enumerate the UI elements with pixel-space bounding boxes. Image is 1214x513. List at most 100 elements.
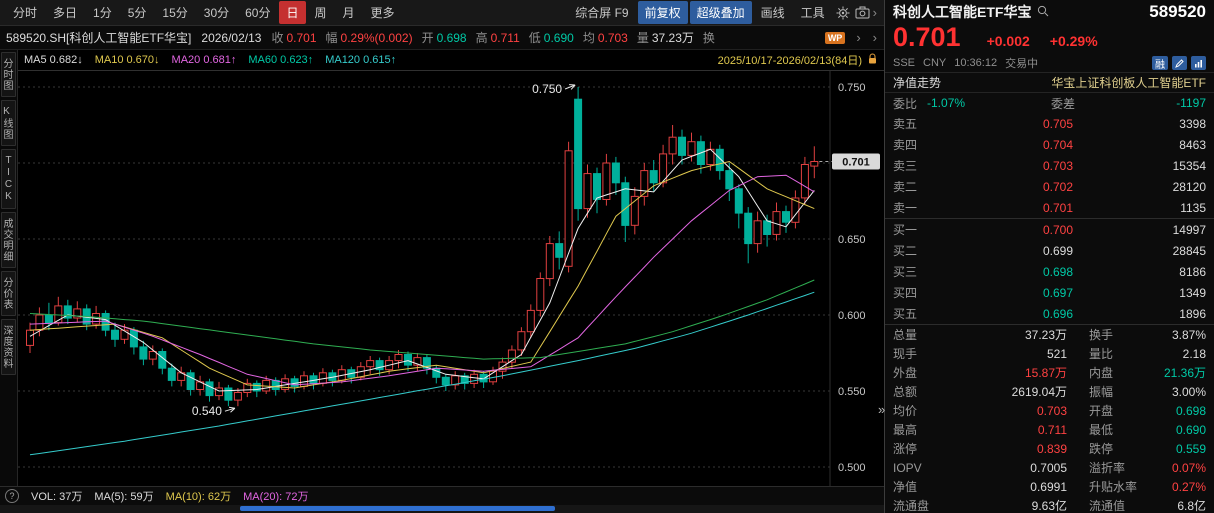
ma-value-MA60: MA60 0.623↑ (248, 54, 314, 66)
svg-text:0.750: 0.750 (532, 82, 562, 96)
last-price: 0.701 (893, 22, 961, 52)
wp-badge[interactable]: WP (824, 31, 846, 44)
kline-chart-area[interactable]: 0.750 0.650 0.600 0.550 0.500 0.701 0.750 0.540 (18, 70, 884, 487)
svg-text:0.600: 0.600 (838, 310, 866, 322)
horizontal-scrollbar[interactable] (0, 505, 884, 513)
help-icon[interactable]: ? (5, 489, 19, 503)
weibi-value: -1.07% (927, 96, 966, 110)
bid-row[interactable]: 买五 0.696 1896 (893, 306, 1206, 322)
volume-values: VOL: 37万 MA(5): 59万 MA(10): 62万 MA(20): 72万 (31, 488, 309, 504)
field-幅: 幅 0.29%(0.002) (325, 31, 413, 45)
tool-button[interactable]: 工具 (800, 6, 825, 20)
bid-row[interactable]: 买三 0.698 8186 (893, 264, 1206, 280)
svg-text:0.540: 0.540 (192, 404, 222, 418)
edit-icon[interactable] (1172, 56, 1187, 70)
period-tab-多日[interactable]: 多日 (53, 6, 78, 20)
period-tab-1分[interactable]: 1分 (93, 6, 112, 20)
period-tab-日[interactable]: 日 (279, 1, 306, 24)
tool-button[interactable]: 超级叠加 (689, 1, 752, 24)
gear-icon[interactable] (834, 5, 852, 21)
stats-row: 流通盘 9.63亿 流通值 6.8亿 (893, 499, 1206, 513)
status-icons: 融 (1152, 56, 1206, 71)
period-tab-15分[interactable]: 15分 (162, 6, 188, 20)
sidebar-tab-TICK[interactable]: TICK (1, 149, 16, 209)
tool-button[interactable]: 前复权 (637, 1, 688, 24)
vol-value: VOL: 37万 (31, 491, 83, 503)
info-chevron-icon[interactable]: › (856, 30, 861, 45)
panel-expander[interactable]: » (878, 402, 886, 417)
bid-row[interactable]: 买四 0.697 1349 (893, 285, 1206, 301)
price-change-pct: +0.29% (1049, 33, 1098, 49)
ma-value-MA120: MA120 0.615↑ (325, 54, 397, 66)
sidebar-tab-深度资料[interactable]: 深度资料 (1, 319, 16, 375)
field-开: 开 0.698 (421, 31, 467, 45)
nav-label: 净值走势 (893, 76, 942, 90)
sidebar-tab-成交明细[interactable]: 成交明细 (1, 212, 16, 268)
svg-text:0.750: 0.750 (838, 82, 866, 94)
search-icon[interactable] (1037, 5, 1049, 20)
date-range: 2025/10/17-2026/02/13(84日) (718, 52, 878, 68)
weibi-row: 委比 -1.07% 委差 -1197 (885, 93, 1214, 113)
field-均: 均 0.703 (582, 31, 628, 45)
chart-bars-icon[interactable] (1191, 56, 1206, 70)
ohlc-fields: 收 0.701 幅 0.29%(0.002) 开 0.698 高 0.711 低 0.690 均 0.… (271, 29, 717, 46)
currency-label: CNY (923, 57, 947, 69)
ma-line-MA5 (29, 148, 815, 392)
field-换: 换 (702, 31, 715, 45)
period-tab-60分[interactable]: 60分 (245, 6, 271, 20)
volume-indicator-bar: ? VOL: 37万 MA(5): 59万 MA(10): 62万 MA(20): 7… (0, 486, 884, 505)
stats-row: 现手 521 量比 2.18 (893, 346, 1206, 362)
period-tab-5分[interactable]: 5分 (127, 6, 147, 20)
ask-row[interactable]: 卖一 0.701 1135 (893, 200, 1206, 216)
svg-text:0.550: 0.550 (838, 386, 866, 398)
ask-row[interactable]: 卖三 0.703 15354 (893, 158, 1206, 174)
market-status-row: SSE CNY 10:36:12 交易中 融 (885, 54, 1214, 72)
field-收: 收 0.701 (271, 31, 317, 45)
sidebar-tab-分价表[interactable]: 分价表 (1, 271, 16, 316)
exchange-label: SSE (893, 57, 916, 69)
field-高: 高 0.711 (475, 31, 520, 45)
margin-badge[interactable]: 融 (1152, 56, 1168, 71)
kline-chart[interactable]: 0.750 0.650 0.600 0.550 0.500 0.701 0.750 0.540 (18, 71, 884, 487)
sidebar-tab-分时图[interactable]: 分时图 (1, 52, 16, 97)
period-tab-更多[interactable]: 更多 (370, 6, 395, 20)
ask-row[interactable]: 卖四 0.704 8463 (893, 137, 1206, 153)
stats-row: 外盘 15.87万 内盘 21.36万 (893, 366, 1206, 380)
weicha-label: 委差 (1051, 96, 1076, 111)
info-chevron-icon-2[interactable]: › (872, 30, 877, 45)
ask-row[interactable]: 卖五 0.705 3398 (893, 116, 1206, 132)
time-label: 10:36:12 (954, 57, 998, 69)
price-change: +0.002 (986, 33, 1030, 49)
stock-code: 589520 (1149, 2, 1206, 21)
period-tab-分时[interactable]: 分时 (13, 6, 38, 20)
bid-row[interactable]: 买一 0.700 14997 (893, 222, 1206, 238)
symbol-label[interactable]: 589520.SH[科创人工智能ETF华宝] (6, 31, 192, 45)
sidebar-tab-K线图[interactable]: K线图 (1, 100, 16, 146)
toolbar-more-chevron-icon[interactable]: › (872, 5, 877, 20)
ma-legend-bar: MA5 0.682↓ MA10 0.670↓ MA20 0.681↑ MA60 0.6… (18, 50, 884, 70)
view-tabs-sidebar: 分时图 K线图 TICK 成交明细分价表深度资料 (0, 50, 18, 486)
period-tabs: 分时 多日 1分 5分 15分 30分 60分日周 月 更多 (6, 1, 402, 24)
field-低: 低 0.690 (528, 31, 574, 45)
grid: 0.750 0.650 0.600 0.550 0.500 (18, 71, 866, 487)
weicha-value: -1197 (1176, 96, 1206, 110)
stats-grid: 总量 37.23万 换手 3.87% 现手 521 量比 2.18 外盘 15.87万 内盘 21.3… (885, 324, 1214, 513)
stats-row: 总量 37.23万 换手 3.87% (893, 327, 1206, 343)
period-tab-周[interactable]: 周 (314, 6, 327, 20)
tool-button[interactable]: 综合屏 F9 (575, 6, 629, 20)
stats-row: 最高 0.711 最低 0.690 (893, 422, 1206, 438)
horizontal-scrollbar-thumb[interactable] (240, 506, 555, 511)
camera-icon[interactable] (854, 5, 872, 21)
period-tab-30分[interactable]: 30分 (203, 6, 230, 20)
nav-row[interactable]: 净值走势 华宝上证科创板人工智能ETF (885, 72, 1214, 93)
bid-row[interactable]: 买二 0.699 28845 (893, 243, 1206, 259)
ask-row[interactable]: 卖二 0.702 28120 (893, 179, 1206, 195)
price-row: 0.701 +0.002 +0.29% (885, 24, 1214, 54)
lock-icon[interactable] (867, 53, 878, 68)
period-tab-月[interactable]: 月 (342, 6, 355, 20)
annotation-0.540: 0.540 (192, 404, 236, 418)
ma-value-MA10: MA10 0.670↓ (94, 54, 160, 66)
tool-button[interactable]: 画线 (760, 6, 785, 20)
stats-row: 总额 2619.04万 振幅 3.00% (893, 384, 1206, 400)
